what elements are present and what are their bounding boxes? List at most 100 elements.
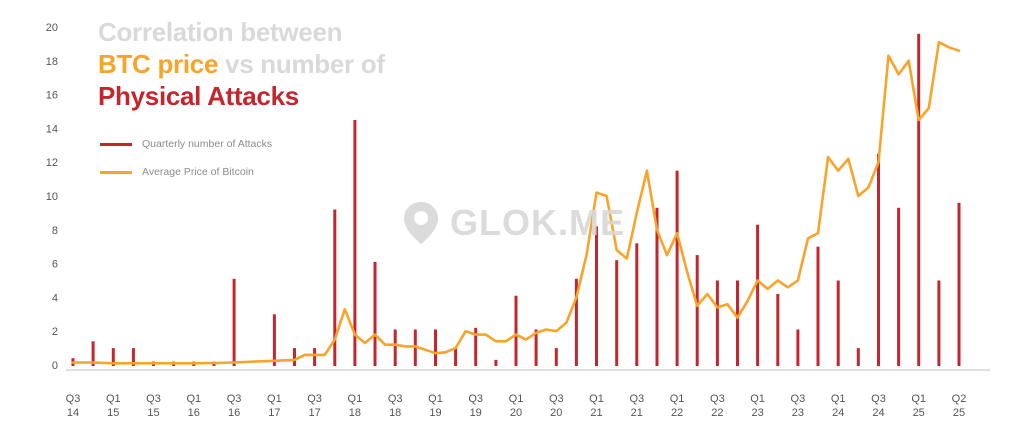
attack-bar [715,280,719,366]
x-tick-label-quarter: Q2 [952,393,967,405]
legend-label-attacks: Quarterly number of Attacks [142,138,273,150]
x-axis-labels: Q3 14 Q1 15 Q3 15 Q1 16 Q3 16 Q1 17 Q3 17 Q1 18 Q3 18 Q1 19… [66,393,967,419]
attack-bar [293,348,296,366]
x-tick-label-quarter: Q1 [911,393,926,405]
attack-bar [655,207,659,366]
x-tick-label-year: 14 [67,407,79,419]
attack-bar [111,348,115,366]
x-tick-label-quarter: Q3 [146,393,161,405]
x-tick-label-year: 25 [953,407,965,419]
attack-bar [272,314,276,366]
x-tick-label-quarter: Q3 [66,393,81,405]
x-tick-label-year: 25 [913,407,925,419]
x-tick-label-year: 22 [711,407,723,419]
y-tick-label: 6 [52,259,58,271]
x-tick-label-year: 16 [188,407,200,419]
x-tick-label-year: 21 [631,407,643,419]
attack-bar [736,280,739,366]
title-line-2: BTC price vs number of [98,48,385,80]
x-tick-label-year: 17 [268,407,280,419]
chart-title: Correlation between BTC price vs number … [98,16,385,112]
attack-bar [474,327,478,366]
attack-bar [534,329,538,366]
x-tick-label-year: 23 [751,407,763,419]
attack-bar [816,246,820,366]
attack-bar [574,278,578,366]
attack-bar [695,255,699,366]
legend-item-attacks: Quarterly number of Attacks [100,137,272,151]
attack-bar [353,120,357,366]
attack-bar [91,341,95,366]
price-line-series [71,40,961,365]
x-tick-label-quarter: Q3 [549,393,564,405]
x-tick-label-year: 20 [510,407,522,419]
x-tick-label-year: 18 [389,407,401,419]
x-tick-label-quarter: Q1 [186,393,201,405]
y-tick-label: 10 [46,191,58,203]
legend-label-price: Average Price of Bitcoin [142,166,254,178]
y-tick-label: 8 [52,225,58,237]
attack-bar [776,294,780,366]
y-axis-labels: 0 2 4 6 8 10 12 14 16 18 20 [46,22,58,372]
title-number-of: number of [260,49,385,79]
x-tick-label-quarter: Q1 [106,393,121,405]
y-tick-label: 12 [46,157,58,169]
watermark: GLOK.ME [402,200,625,246]
x-tick-label-quarter: Q1 [428,393,443,405]
attack-bar [675,170,679,366]
y-tick-label: 14 [46,123,58,135]
attack-bar [333,209,337,366]
legend-swatch-attacks [100,142,132,146]
legend: Quarterly number of Attacks Average Pric… [100,137,272,193]
x-tick-label-year: 17 [308,407,320,419]
x-tick-label-quarter: Q1 [750,393,765,405]
x-tick-label-quarter: Q1 [670,393,685,405]
y-tick-label: 4 [52,292,58,304]
attack-bar [232,278,236,366]
y-tick-label: 18 [46,56,58,68]
attack-bar [373,261,377,366]
watermark-text: GLOK.ME [450,202,625,243]
x-tick-label-quarter: Q3 [871,393,886,405]
x-tick-label-year: 19 [470,407,482,419]
attack-bar [514,295,518,366]
x-tick-label-year: 18 [349,407,361,419]
x-tick-label-quarter: Q3 [629,393,644,405]
x-tick-label-quarter: Q3 [468,393,483,405]
title-line-1: Correlation between [98,17,343,47]
attack-bar [897,207,901,366]
title-btc-price: BTC price [98,49,219,79]
attack-bar [756,224,760,366]
attack-bar [635,243,639,366]
x-tick-label-year: 15 [107,407,119,419]
attack-bar [796,329,800,366]
x-tick-label-year: 19 [429,407,441,419]
x-tick-label-quarter: Q1 [348,393,363,405]
attack-bar [615,260,619,366]
attack-bar [454,348,458,366]
x-tick-label-year: 16 [228,407,240,419]
legend-swatch-price [100,170,132,174]
attack-bar [393,329,397,366]
price-line [71,40,961,365]
attack-bar [957,202,961,366]
x-tick-label-quarter: Q3 [307,393,322,405]
title-line-3: Physical Attacks [98,81,299,111]
attack-bar [917,33,921,367]
x-tick-label-year: 21 [590,407,602,419]
x-tick-label-quarter: Q3 [388,393,403,405]
attack-bars [71,33,961,367]
x-tick-label-quarter: Q1 [831,393,846,405]
y-tick-label: 20 [46,22,58,34]
legend-item-price: Average Price of Bitcoin [100,165,272,179]
y-tick-label: 0 [52,360,58,372]
x-tick-label-quarter: Q1 [267,393,282,405]
x-tick-label-quarter: Q1 [509,393,524,405]
x-tick-label-year: 22 [671,407,683,419]
x-tick-label-year: 23 [792,407,804,419]
x-tick-label-year: 20 [550,407,562,419]
attack-bar [313,348,317,366]
x-tick-label-year: 24 [832,407,844,419]
attack-bar [877,153,880,367]
